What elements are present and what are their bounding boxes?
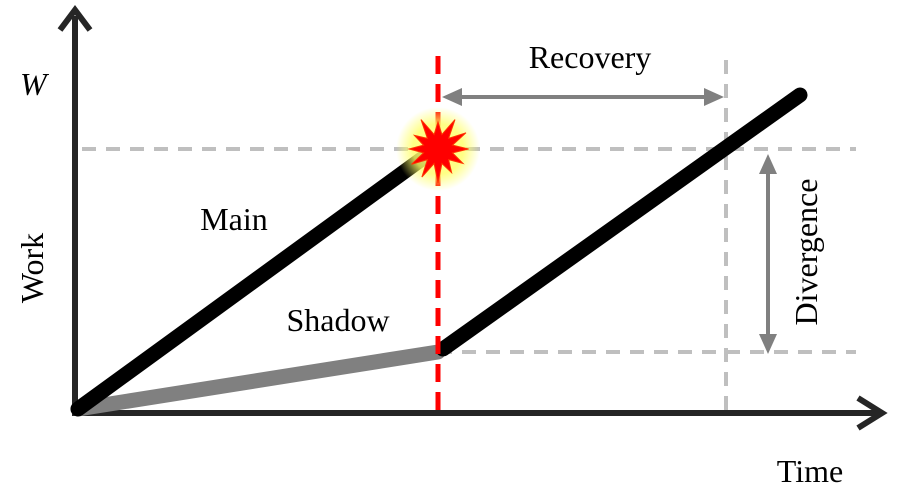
main-line-pre-failure [70,145,438,417]
y-axis-symbol: W [20,66,50,102]
explosion-burst-icon [396,107,480,191]
x-axis-label: Time [777,453,843,489]
y-axis-label: Work [14,233,50,303]
recovery-arrow [442,88,724,106]
main-line-post-failure [435,87,808,357]
shadow-line-label: Shadow [286,302,389,338]
x-axis [72,395,888,431]
divergence-label: Divergence [788,179,824,326]
y-axis [57,4,93,415]
recovery-label: Recovery [529,39,652,75]
shadow-line [70,344,446,417]
main-line-label: Main [200,201,268,237]
divergence-arrow [759,154,777,354]
